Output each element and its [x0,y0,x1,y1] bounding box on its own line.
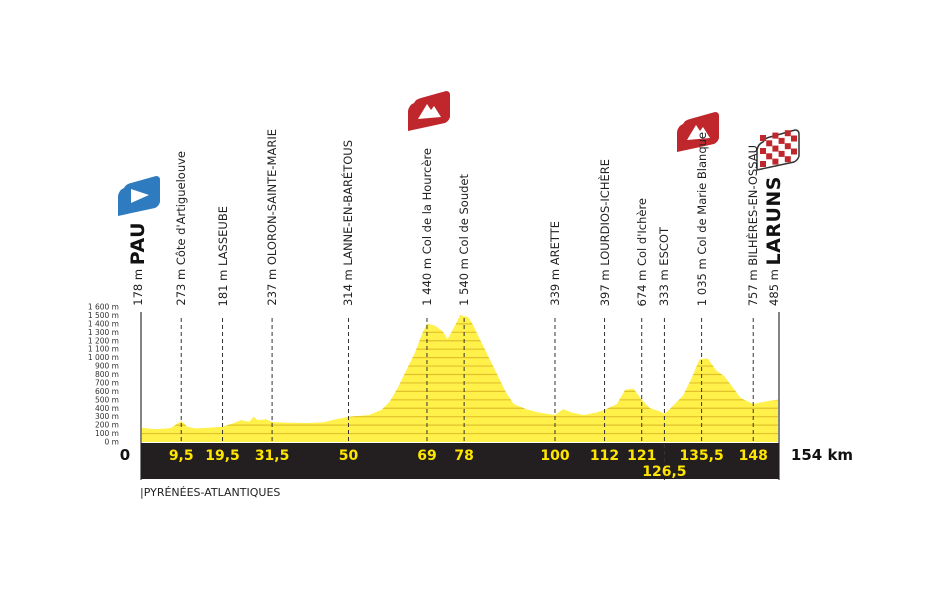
checker-square [772,132,779,139]
y-tick-label: 600 m [95,387,119,396]
elevation-area [142,315,778,442]
distance-band [141,443,779,479]
y-tick-label: 400 m [95,404,119,413]
waypoint-label: 1 440 m Col de la Hourcère [420,148,434,306]
y-tick-label: 700 m [95,378,119,387]
km-label: 19,5 [205,448,240,464]
checker-square [778,137,785,144]
km-label: 100 [540,448,569,464]
km-label: 121 [627,448,656,464]
checker-square [784,130,791,137]
waypoint-name: Col de Marie Blanque [694,131,709,255]
y-tick-label: 0 m [105,438,119,447]
waypoint-altitude: 757 m [746,265,761,306]
y-tick-label: 1 000 m [88,353,119,362]
waypoint-altitude: 181 m [215,265,230,306]
waypoint-name: LARUNS [763,176,785,266]
waypoint-name: BILHÈRES-EN-OSSAU [746,144,761,266]
waypoint-altitude: 339 m [547,265,562,306]
waypoint-label: 397 m LOURDIOS-ICHÈRE [598,159,612,306]
waypoint-altitude: 485 m [767,265,781,306]
waypoint-name: LOURDIOS-ICHÈRE [597,158,612,266]
waypoint-label: 178 m PAU [127,222,149,306]
waypoint-altitude: 674 m [634,265,649,306]
checker-square [760,161,766,167]
y-tick-label: 1 100 m [88,345,119,354]
waypoint-label: 757 m BILHÈRES-EN-OSSAU [746,145,760,306]
y-tick-label: 500 m [95,395,119,404]
y-tick-label: 100 m [95,429,119,438]
km-label: 69 [417,448,436,464]
checker-square [766,153,773,160]
checker-square [784,156,791,163]
waypoint-label: 181 m LASSEUBE [216,206,230,306]
waypoint-name: Col de la Hourcère [419,148,434,255]
km-label: 9,5 [169,448,194,464]
x-end-label: 154 km [791,446,853,464]
waypoint-altitude: 397 m [597,265,612,306]
km-label: 50 [339,448,359,464]
y-tick-label: 200 m [95,421,119,430]
y-tick-label: 1 300 m [88,328,119,337]
km-label: 135,5 [679,448,723,464]
finish-flag-icon [756,129,800,171]
checker-square [772,158,779,165]
play-triangle [131,189,149,203]
waypoint-name: Côte d'Artiguelouve [174,151,189,266]
checker-square [772,145,779,152]
start-flag-icon [118,176,160,216]
checker-square [766,140,773,147]
waypoint-name: LASSEUBE [215,205,230,266]
waypoint-altitude: 1 035 m [694,254,709,306]
waypoint-name: ARETTE [547,221,562,266]
waypoint-label: 333 m ESCOT [657,227,671,306]
checker-square [760,135,766,141]
mountain-flag-icon [677,112,719,152]
waypoint-altitude: 1 440 m [419,254,434,306]
mountain-flag-icon [408,91,450,131]
waypoint-name: ESCOT [657,226,672,266]
waypoint-altitude: 333 m [657,265,672,306]
mountain-glyph [687,125,710,140]
waypoint-label: 314 m LANNE-EN-BARÉTOUS [341,140,355,306]
waypoint-label: 237 m OLORON-SAINTE-MARIE [265,129,279,306]
km-label: 148 [739,448,768,464]
checker-square [778,150,785,157]
waypoint-name: PAU [127,222,149,266]
km-label: 112 [590,448,619,464]
km-label: 78 [454,448,473,464]
waypoint-label: 485 m LARUNS [763,176,785,306]
waypoint-label: 1 035 m Col de Marie Blanque [695,132,709,306]
waypoint-altitude: 237 m [265,265,280,306]
department-label: |PYRÉNÉES-ATLANTIQUES [140,486,281,499]
mountain-glyph [418,104,441,119]
waypoint-altitude: 314 m [341,265,356,306]
y-tick-label: 800 m [95,370,119,379]
waypoint-label: 674 m Col d'Ichère [635,198,649,306]
waypoint-label: 339 m ARETTE [548,221,562,306]
waypoint-label: 1 540 m Col de Soudet [457,174,471,306]
checker-square [784,143,791,150]
y-tick-label: 1 600 m [88,303,119,312]
checker-square [791,135,797,142]
waypoint-name: LANNE-EN-BARÉTOUS [341,139,356,266]
waypoint-altitude: 178 m [131,265,145,306]
y-tick-label: 1 400 m [88,319,119,328]
checker-square [791,148,797,155]
y-tick-label: 1 500 m [88,311,119,320]
waypoint-altitude: 1 540 m [457,254,472,306]
waypoint-name: OLORON-SAINTE-MARIE [265,129,280,266]
km-label: 126,5 [642,464,686,480]
y-tick-label: 300 m [95,412,119,421]
y-tick-label: 1 200 m [88,336,119,345]
y-tick-label: 900 m [95,362,119,371]
km-label: 31,5 [255,448,290,464]
checker-square [760,148,766,154]
waypoint-name: Col d'Ichère [634,197,649,266]
waypoint-altitude: 273 m [174,265,189,306]
x-start-label: 0 [120,446,130,464]
waypoint-name: Col de Soudet [457,174,472,255]
waypoint-label: 273 m Côte d'Artiguelouve [174,151,188,306]
